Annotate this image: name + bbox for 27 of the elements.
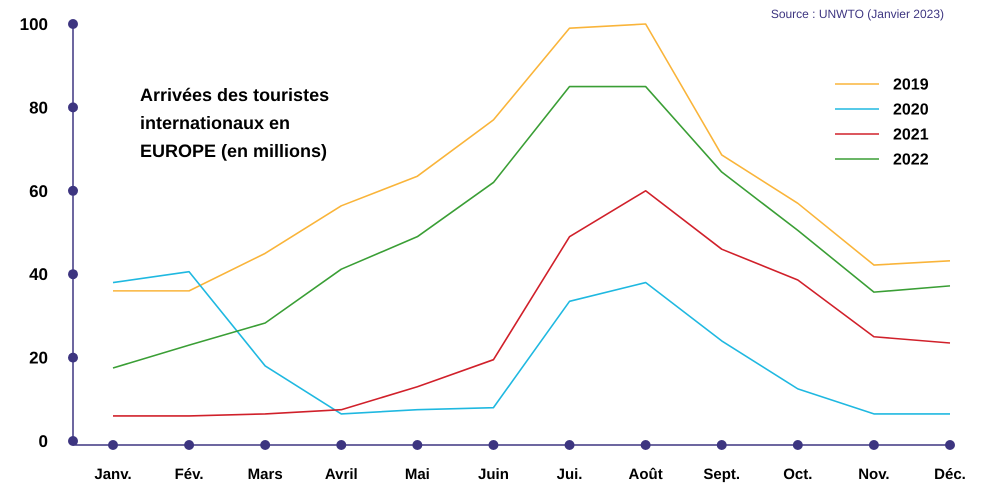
y-tick-label: 100 [20,14,48,34]
y-tick-label: 80 [29,98,48,118]
x-tick-label: Mars [248,466,283,483]
legend-label: 2020 [893,102,929,119]
legend-label: 2022 [893,152,929,169]
y-tick-label: 60 [29,182,48,201]
x-tick-label: Janv. [94,466,132,483]
x-tick-label: Déc. [934,466,966,483]
x-tick-label: Août [628,466,663,483]
y-tick-label: 20 [29,348,48,368]
y-tick-label: 40 [29,265,48,284]
x-tick-label: Sept. [703,466,740,483]
line-series [112,23,951,292]
text: Arrivées des touristes internationaux en EUROPE (en millions) [140,85,330,161]
source-note: Source : UNWTO (Janvier 2023) [770,7,944,21]
x-tick-label: Nov. [858,466,890,483]
x-tick-label: Juin [478,466,509,483]
x-tick-label: Jui. [556,466,582,483]
x-tick-label: Fév. [174,466,204,483]
legend-label: 2021 [893,126,929,144]
legend-label: 2019 [893,76,929,94]
x-tick-label: Mai [404,466,430,483]
line-series [112,190,951,417]
x-tick-label: Avril [324,466,358,483]
line-series [112,270,951,415]
x-tick-label: Oct. [783,466,812,483]
y-tick-label: 0 [38,432,48,451]
